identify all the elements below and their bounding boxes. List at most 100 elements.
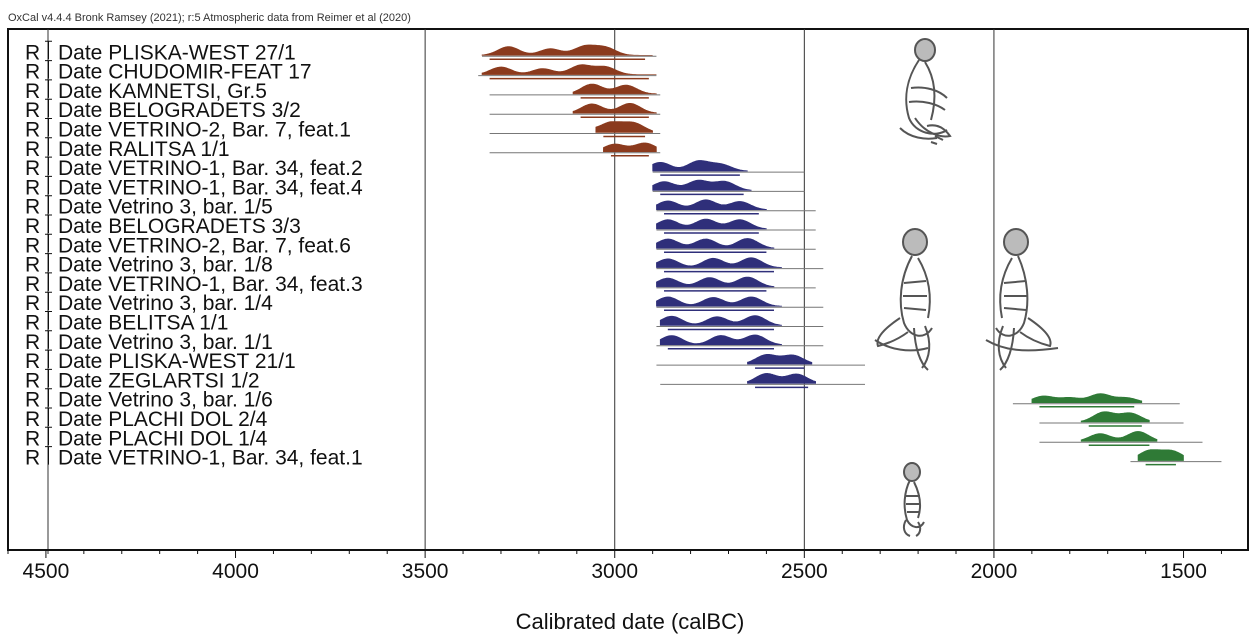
posterior-curve [481,44,653,56]
label-connector [45,60,52,79]
x-tick-label: 1500 [1160,560,1207,583]
row-label: R [25,408,40,431]
label-connector [45,388,52,407]
row-label-text: Date RALITSA 1/1 [58,138,230,161]
label-connector [45,137,52,156]
label-connector [45,291,52,311]
date-rows [478,44,1222,466]
label-connector [45,175,52,195]
row-label-text: Date PLISKA-WEST 21/1 [58,350,296,373]
posterior-curve [659,334,782,346]
row-label: R [25,254,40,277]
row-label: R [25,41,40,64]
row-label: R [25,350,40,373]
row-label-text: Date Vetrino 3, bar. 1/4 [58,292,273,315]
x-tick-label: 3000 [591,560,638,583]
row-label-text: Date BELOGRADETS 3/2 [58,99,301,122]
posterior-curve [656,257,782,268]
label-connector [45,407,52,426]
row-label: R [25,157,40,180]
row-label: R [25,447,40,470]
x-axis-label: Calibrated date (calBC) [516,609,745,634]
row-label-text: Date VETRINO-2, Bar. 7, feat.6 [58,234,351,257]
row-label: R [25,196,40,219]
posterior-curve [572,83,657,95]
row-label: R [25,389,40,412]
posterior-curve [656,238,775,249]
row-label: R [25,234,40,257]
row-label-text: Date ZEGLARTSI 1/2 [58,369,260,392]
posterior-curve [747,354,813,365]
chart-header: OxCal v4.4.4 Bronk Ramsey (2021); r:5 At… [8,12,411,24]
row-label-text: Date PLACHI DOL 2/4 [58,408,268,431]
row-label-text: Date VETRINO-2, Bar. 7, feat.1 [58,119,351,142]
row-label-text: Date Vetrino 3, bar. 1/8 [58,254,273,277]
posterior-curve [656,276,775,288]
x-tick-label: 3500 [402,560,449,583]
crouched-skeleton-icon [874,228,933,371]
posterior-curve [1137,449,1184,461]
label-connector [45,195,52,214]
label-connector [45,368,52,388]
label-connector [45,426,52,446]
row-label-text: Date Vetrino 3, bar. 1/1 [58,331,273,354]
posterior-curve [572,103,657,114]
row-label: R [25,312,40,335]
row-labels: R Date PLISKA-WEST 27/1 R Date CHUDOMIR-FEA… [25,40,363,470]
label-connector [45,118,52,137]
x-tick-label: 2000 [971,560,1018,583]
row-label: R [25,427,40,450]
posterior-curve [1031,393,1143,403]
row-label-text: Date VETRINO-1, Bar. 34, feat.1 [58,447,363,470]
x-tick-label: 2500 [781,560,828,583]
label-connector [45,253,52,272]
row-label: R [25,119,40,142]
row-label-text: Date CHUDOMIR-FEAT 17 [58,61,312,84]
crouched-skeleton-icon [902,462,925,537]
row-label: R [25,61,40,84]
posterior-curve [656,218,767,230]
posterior-curve [747,372,817,384]
posterior-curve [1080,411,1150,423]
row-label: R [25,80,40,103]
row-label-text: Date PLISKA-WEST 27/1 [58,41,296,64]
row-label-text: Date PLACHI DOL 1/4 [58,427,268,450]
label-connector [45,40,52,60]
posterior-curve [1080,431,1158,442]
row-label: R [25,273,40,296]
label-connector [45,156,52,176]
posterior-curve [656,296,782,307]
crouched-skeleton-icon [985,228,1059,371]
posterior-curve [595,121,653,133]
row-label-text: Date VETRINO-1, Bar. 34, feat.2 [58,157,363,180]
posterior-curve [481,64,657,75]
row-label: R [25,138,40,161]
label-connector [45,98,52,118]
row-label-text: Date VETRINO-1, Bar. 34, feat.4 [58,176,363,199]
label-connector [45,214,52,233]
posterior-curve [652,160,748,172]
label-connector [45,272,52,291]
row-label: R [25,292,40,315]
row-label-text: Date BELOGRADETS 3/3 [58,215,301,238]
row-label: R [25,369,40,392]
posterior-curve [659,315,782,326]
label-connector [45,349,52,369]
label-connector [45,311,52,330]
row-label-text: Date Vetrino 3, bar. 1/6 [58,389,273,412]
posterior-curve [656,199,767,210]
row-label-text: Date KAMNETSI, Gr.5 [58,80,267,103]
x-tick-label: 4000 [212,560,259,583]
row-label-text: Date Vetrino 3, bar. 1/5 [58,196,273,219]
row-label: R [25,215,40,238]
row-label: R [25,331,40,354]
label-connector [45,330,52,349]
label-connector [45,233,52,253]
row-label: R [25,99,40,122]
x-axis: 4500 4000 3500 3000 2500 2000 1500 [7,549,1248,583]
label-connector [45,446,52,465]
crouched-skeleton-icon [899,38,952,145]
x-tick-label: 4500 [23,560,70,583]
row-label-text: Date VETRINO-1, Bar. 34, feat.3 [58,273,363,296]
